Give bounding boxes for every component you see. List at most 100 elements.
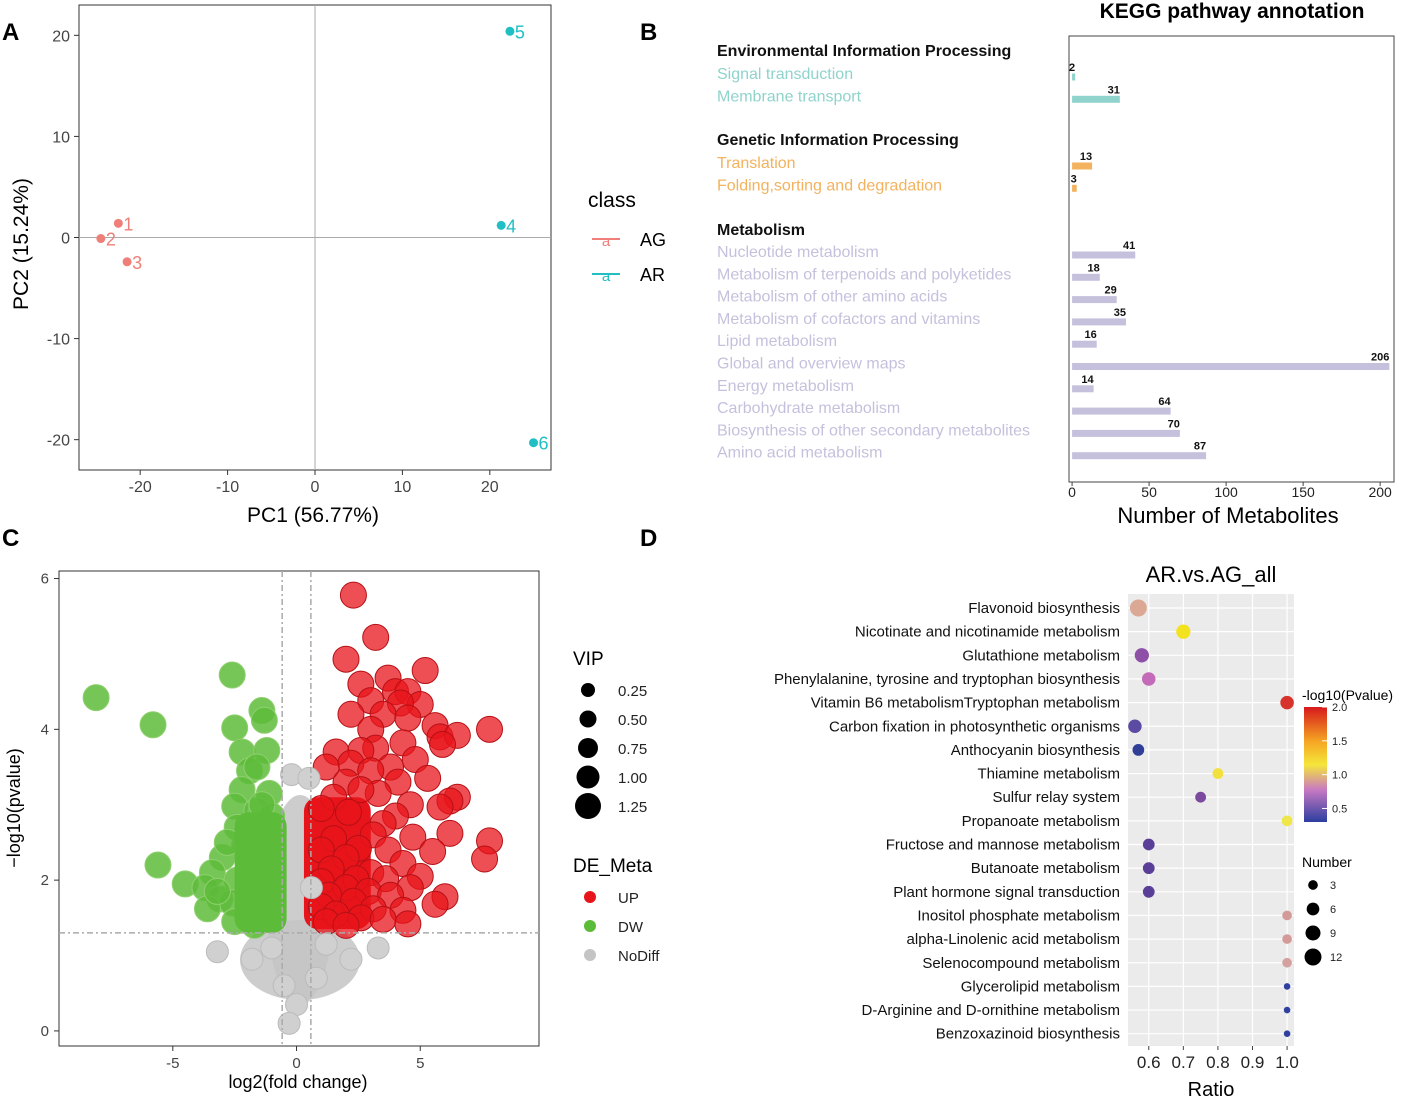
enrichment-label-phenylalanine-tyrosine-and-tryptophan-biosynthesis: Phenylalanine, tyrosine and tryptophan b… [774,671,1120,688]
kegg-bar-membrane-transport [1072,95,1120,103]
volcano-de-legend-title: DE_Meta [573,856,653,877]
volcano-point-dw-4 [139,711,167,739]
pca-point-label-2: 2 [106,230,116,250]
enrichment-point-vitamin-b6-metabolismtryptophan-metabolism [1280,695,1294,710]
kegg-bar-biosynthesis-of-other-secondary-metabolites [1072,429,1180,437]
volcano-point-up-30 [414,764,442,792]
pca-legend-ar-glyph: a [602,268,611,285]
kegg-group-genetic-information-processing: Genetic Information Processing [717,132,959,149]
volcano-y-axis-label: −log10(pvalue) [4,748,24,868]
volcano-plot-frame [58,570,540,1047]
number-legend-label-9: 9 [1330,928,1336,940]
pca-point-label-3: 3 [132,253,142,273]
volcano-point-nodiff-8 [304,966,328,990]
kegg-bar-folding-sorting-and-degradation [1072,184,1077,192]
kegg-label-translation: Translation [717,155,796,172]
volcano-point-nodiff-9 [240,947,264,971]
kegg-label-global-and-overview-maps: Global and overview maps [717,356,906,373]
enrichment-point-plant-hormone-signal-transduction [1142,885,1155,898]
volcano-point-dw-5 [221,714,249,742]
volcano-point-up-0 [339,581,367,609]
enrichment-point-nicotinate-and-nicotinamide-metabolism [1176,624,1191,639]
enrichment-label-nicotinate-and-nicotinamide-metabolism: Nicotinate and nicotinamide metabolism [855,624,1120,641]
pca-y-tick-label: 10 [52,129,70,146]
kegg-bar-global-and-overview-maps [1072,363,1390,370]
colorbar-tick-label: 1.5 [1332,736,1347,748]
volcano-point-nodiff-10 [339,947,363,971]
pca-y-axis-label: PC2 (15.24%) [10,178,33,310]
volcano-vip-size-3 [576,765,600,789]
enrichment-point-d-arginine-and-d-ornithine-metabolism [1283,1006,1291,1014]
enrichment-title: AR.vs.AG_all [1146,562,1277,587]
enrichment-label-benzoxazinoid-biosynthesis: Benzoxazinoid biosynthesis [936,1026,1120,1043]
kegg-value-carbohydrate-metabolism: 64 [1158,396,1171,408]
kegg-group-environmental-information-processing: Environmental Information Processing [717,43,1011,60]
volcano-de-label-up: UP [618,890,639,907]
kegg-label-amino-acid-metabolism: Amino acid metabolism [717,445,882,462]
kegg-title: KEGG pathway annotation [1100,0,1365,23]
enrichment-point-anthocyanin-biosynthesis [1132,744,1145,756]
kegg-value-nucleotide-metabolism: 41 [1123,240,1135,252]
volcano-point-up-27 [312,753,340,781]
kegg-bar-metabolism-of-other-amino-acids [1072,296,1117,304]
enrichment-label-d-arginine-and-d-ornithine-metabolism: D-Arginine and D-ornithine metabolism [862,1002,1120,1019]
colorbar-title: -log10(Pvalue) [1302,687,1393,703]
kegg-bar-signal-transduction [1072,73,1076,81]
volcano-point-nodiff-2 [297,766,321,790]
pca-legend: class a AG a AR [588,189,666,285]
kegg-value-amino-acid-metabolism: 87 [1194,441,1206,453]
kegg-bar-metabolism-of-cofactors-and-vitamins [1072,318,1126,326]
volcano-point-nodiff-3 [260,936,284,960]
volcano-vip-label-4: 1.25 [618,799,647,816]
kegg-x-axis-label: Number of Metabolites [1117,503,1338,528]
kegg-chart: KEGG pathway annotation Environmental In… [717,0,1395,528]
enrichment-point-inositol-phosphate-metabolism [1282,910,1292,921]
enrichment-label-butanoate-metabolism: Butanoate metabolism [971,860,1120,877]
number-legend-title: Number [1302,854,1352,870]
enrichment-x-tick-label: 0.7 [1172,1053,1196,1072]
volcano-point-up-41 [334,798,362,826]
kegg-value-membrane-transport: 31 [1108,84,1120,96]
kegg-bar-amino-acid-metabolism [1072,452,1207,460]
number-legend-size-12 [1304,948,1322,966]
volcano-point-up-75 [394,910,422,938]
volcano-point-up-39 [307,795,335,822]
kegg-x-tick-label: 200 [1368,484,1392,500]
volcano-y-tick-label: 4 [41,721,49,738]
kegg-value-biosynthesis-of-other-secondary-metabolites: 70 [1168,418,1180,430]
volcano-vip-size-4 [575,793,601,819]
kegg-value-lipid-metabolism: 16 [1084,329,1096,341]
number-legend-label-12: 12 [1330,952,1342,964]
volcano-point-dw-0 [218,661,246,689]
enrichment-label-fructose-and-mannose-metabolism: Fructose and mannose metabolism [886,837,1120,854]
pca-legend-ag-label: AG [640,230,666,250]
kegg-x-tick-label: 100 [1214,484,1238,500]
volcano-point-up-1 [362,623,390,651]
number-legend-size-6 [1306,902,1320,916]
enrichment-point-fructose-and-mannose-metabolism [1142,838,1155,851]
colorbar-gradient [1304,707,1327,822]
enrichment-point-sulfur-relay-system [1195,791,1207,803]
colorbar-tick-label: 0.5 [1332,803,1347,815]
volcano-point-dw-3 [250,706,278,734]
volcano-point-nodiff-7 [272,974,296,998]
panel-label-b: B [640,19,657,46]
volcano-point-nodiff-5 [205,940,229,964]
kegg-value-metabolism-of-terpenoids-and-polyketides: 18 [1088,262,1100,274]
kegg-value-global-and-overview-maps: 206 [1371,352,1389,364]
kegg-group-metabolism: Metabolism [717,222,805,239]
kegg-x-tick-label: 0 [1068,484,1076,500]
pca-point-3 [122,257,132,267]
kegg-label-nucleotide-metabolism: Nucleotide metabolism [717,244,879,261]
pca-point-2 [96,234,106,244]
pca-x-tick-label: 10 [394,479,412,496]
kegg-bar-metabolism-of-terpenoids-and-polyketides [1072,273,1100,281]
number-legend-label-6: 6 [1330,904,1336,916]
volcano-x-tick-label: -5 [166,1055,179,1072]
number-legend-size-9 [1305,925,1321,941]
enrichment-point-benzoxazinoid-biosynthesis [1283,1030,1291,1037]
kegg-bar-lipid-metabolism [1072,340,1097,348]
pca-y-tick-label: -20 [47,433,70,450]
volcano-point-up-11 [337,700,365,728]
